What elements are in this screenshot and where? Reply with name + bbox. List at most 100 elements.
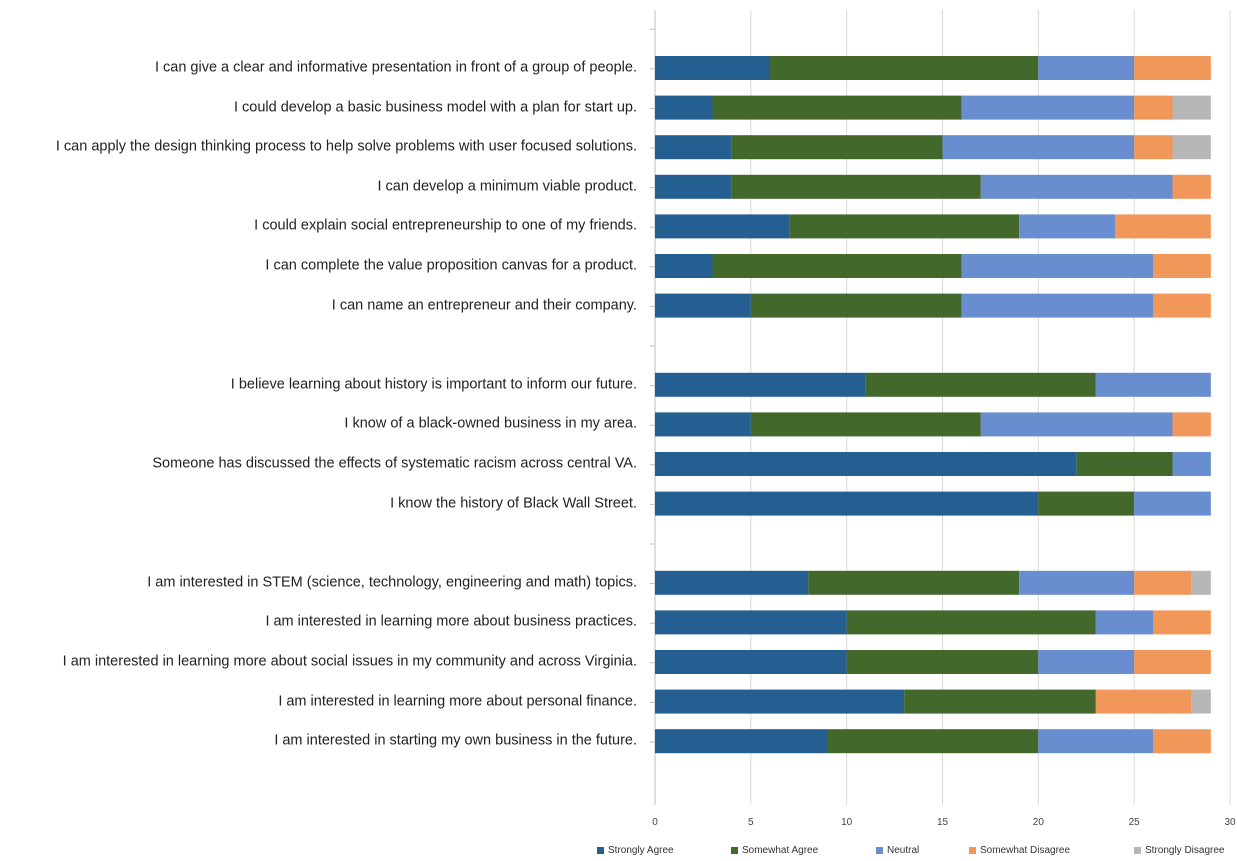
chart-legend: Strongly Agree Somewhat Agree Neutral Somew… [0,845,1237,861]
legend-swatch [969,847,976,854]
bar-segment [655,174,732,199]
legend-item: Strongly Agree [597,845,674,856]
bar-segment [1153,293,1211,318]
x-tick-label: 25 [1128,817,1140,828]
legend-label: Somewhat Agree [742,845,819,856]
legend-swatch [597,847,604,854]
bar-segment [655,95,713,120]
bar-segment [655,729,828,754]
bar-segment [655,254,713,278]
bar-segment [655,650,847,674]
bar-segment [1038,650,1135,674]
bar-segment [655,491,1039,516]
bar-segment [980,412,1173,437]
category-label: I can apply the design thinking process … [55,138,637,155]
x-tick-label: 10 [841,817,853,828]
bar-segment [1038,56,1135,80]
bar-segment [655,56,770,80]
x-tick-label: 15 [936,817,949,828]
category-label: I can develop a minimum viable product. [377,178,637,195]
x-tick-label: 5 [748,817,754,828]
bar-segment [827,729,1039,754]
bar-segment [655,689,905,714]
bar-segment [1191,689,1211,714]
bar-segment [1134,650,1211,674]
bar-segment [731,135,943,160]
bar-segment [942,135,1135,160]
bar-segment [1172,135,1211,160]
bar-segment [770,56,1039,80]
bar-segment [1115,214,1211,239]
category-label: I can complete the value proposition can… [265,257,637,274]
bar-segment [1153,254,1211,278]
bar-segment [1153,729,1211,754]
bar-segment [961,293,1154,318]
bar-segment [961,254,1154,278]
bar-segment [846,650,1039,674]
bar-segment [1038,491,1135,516]
legend-swatch [876,847,883,854]
bar-segment [655,214,790,239]
bar-segment [750,412,981,437]
bar-segment [712,254,962,278]
category-label: I could develop a basic business model w… [233,99,637,116]
bar-segment [1076,452,1173,476]
bar-segment [655,610,847,635]
bar-segment [655,372,866,397]
bar-segment [1134,491,1211,516]
category-label: I am interested in STEM (science, techno… [147,574,637,591]
bar-segment [980,174,1173,199]
bar-segment [846,610,1096,635]
bar-segment [904,689,1096,714]
category-label: I am interested in learning more about b… [265,613,637,630]
bar-segment [750,293,962,318]
bar-segment [1019,570,1135,595]
bar-segment [655,412,751,437]
bar-segment [1019,214,1115,239]
bar-segment [1134,95,1173,120]
category-label: I know of a black-owned business in my a… [344,415,637,432]
bar-segment [808,570,1020,595]
bar-segment [1172,412,1211,437]
legend-label: Neutral [887,845,920,856]
bar-segment [1134,56,1211,80]
legend-swatch [1134,847,1141,854]
category-label: I am interested in starting my own busin… [274,732,637,749]
bar-segment [961,95,1135,120]
bar-segment [712,95,962,120]
legend-item: Somewhat Agree [731,845,818,856]
category-label: Someone has discussed the effects of sys… [152,455,637,472]
x-tick-label: 20 [1032,817,1044,828]
legend-label: Strongly Disagree [1145,845,1225,856]
category-label: I can give a clear and informative prese… [154,59,637,76]
category-label: I am interested in learning more about s… [62,653,637,670]
x-tick-label: 30 [1224,817,1236,828]
bar-segment [1153,610,1211,635]
bar-segment [865,372,1096,397]
bar-segment [1095,689,1192,714]
bar-segment [1038,729,1154,754]
legend-label: Strongly Agree [608,845,674,856]
legend-label: Somewhat Disagree [980,845,1071,856]
bar-segment [1172,174,1211,199]
bar-segment [1134,570,1192,595]
bar-segment [655,135,732,160]
bar-segment [789,214,1020,239]
bar-segment [1134,135,1173,160]
category-label: I know the history of Black Wall Street. [390,495,637,512]
bar-segment [655,293,751,318]
legend-item: Somewhat Disagree [969,845,1070,856]
bar-segment [1095,372,1211,397]
category-label: I believe learning about history is impo… [230,376,637,393]
bar-segment [1191,570,1211,595]
category-label: I can name an entrepreneur and their com… [331,297,637,314]
bar-segment [655,570,809,595]
bar-segment [1095,610,1154,635]
x-tick-label: 0 [652,817,658,828]
bar-segment [731,174,981,199]
legend-swatch [731,847,738,854]
category-label: I could explain social entrepreneurship … [254,217,637,234]
bar-segment [1172,95,1211,120]
